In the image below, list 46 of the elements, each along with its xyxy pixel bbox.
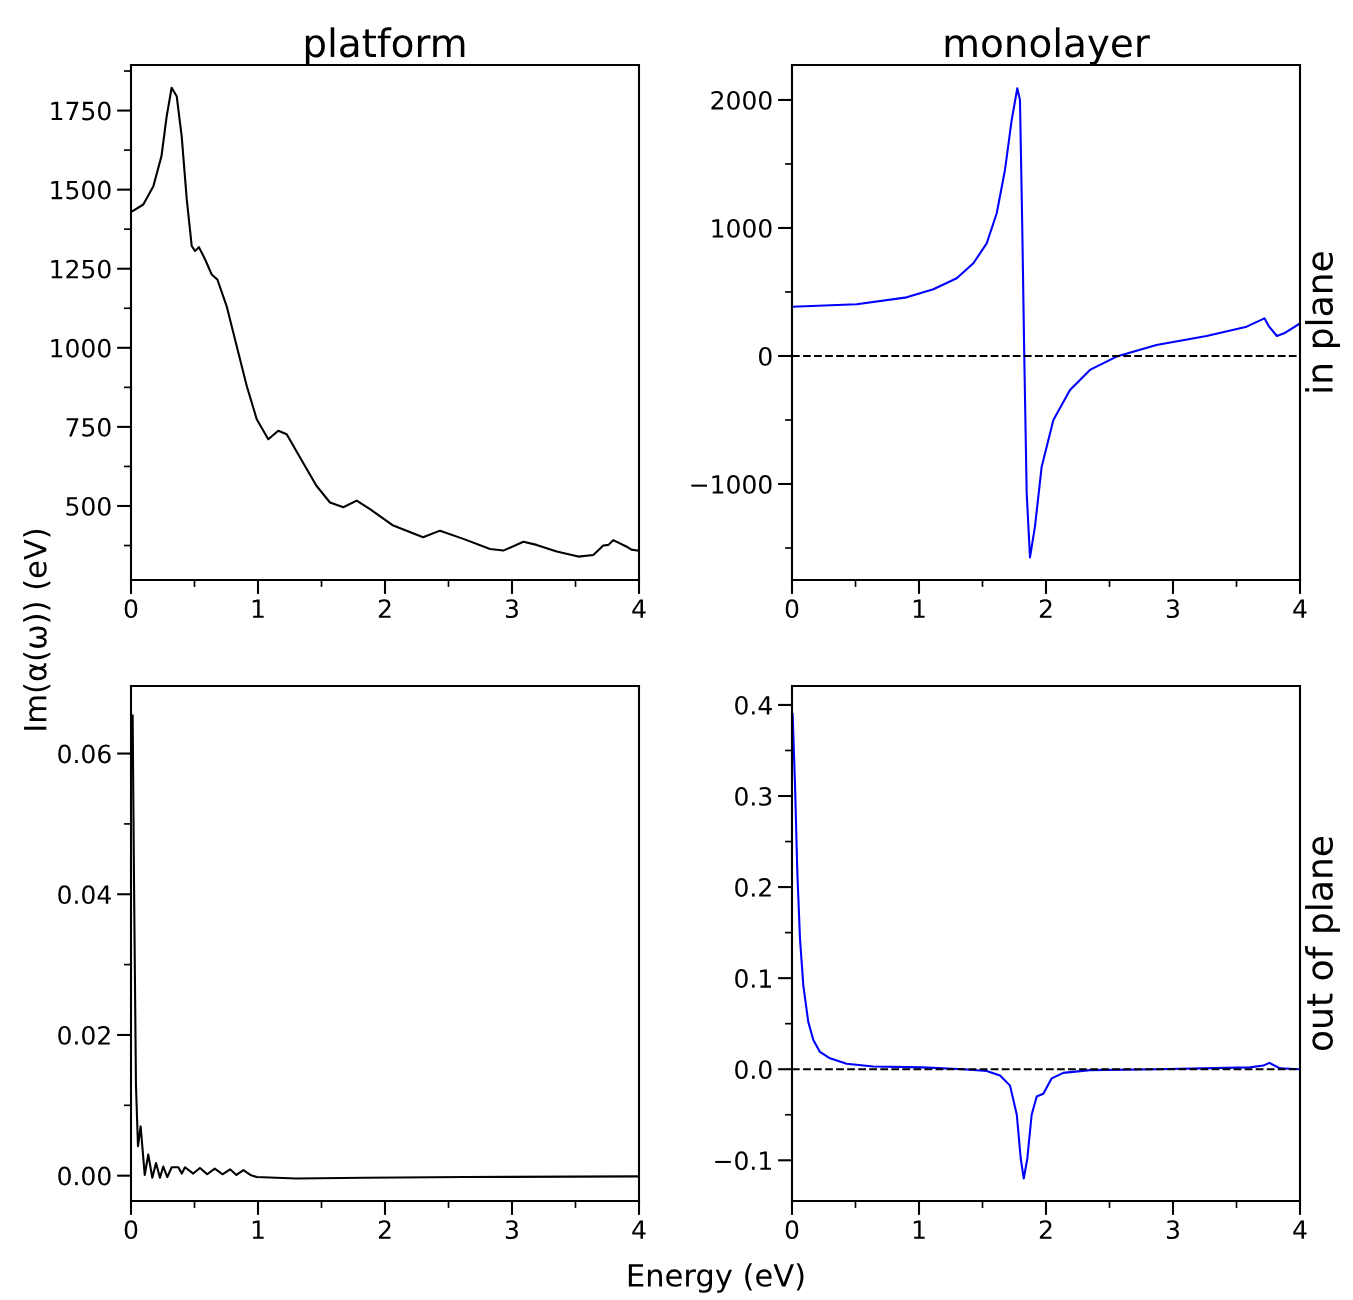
y-tick-label: 0 — [758, 346, 772, 366]
y-tick-label: 0.04 — [58, 885, 111, 905]
chart-title: platform — [305, 27, 465, 65]
x-tick-label: 4 — [1293, 599, 1307, 618]
y-tick-label: 0.00 — [58, 1166, 111, 1186]
x-tick-label: 2 — [1039, 1220, 1052, 1239]
x-tick-label: 3 — [505, 1220, 518, 1240]
y-tick-label: 0.06 — [58, 744, 111, 764]
y-tick-label: 2000 — [711, 90, 772, 110]
x-axis-title: Energy (eV) — [628, 1263, 804, 1293]
text: in plane — [1305, 252, 1341, 392]
x-tick-label: 1 — [913, 599, 925, 618]
y-tick-label: −1000 — [691, 474, 772, 494]
y-tick-label: 0.4 — [735, 695, 772, 715]
x-tick-label: 3 — [1166, 599, 1179, 619]
x-tick-label: 4 — [632, 1220, 646, 1239]
x-tick-label: 0 — [124, 1220, 138, 1240]
y-tick-label: 1000 — [51, 338, 111, 358]
x-tick-label: 4 — [632, 599, 646, 618]
x-tick-label: 4 — [1293, 1220, 1307, 1239]
y-tick-label: 0.2 — [735, 878, 771, 897]
x-tick-label: 2 — [1039, 599, 1052, 618]
y-axis-title: Im(α(ω)) (eV) — [23, 529, 51, 730]
chart-title: monolayer — [945, 27, 1150, 65]
y-tick-label: 0.02 — [58, 1025, 110, 1045]
x-tick-label: 1 — [252, 1220, 264, 1239]
x-tick-label: 0 — [785, 1220, 799, 1240]
x-tick-label: 0 — [785, 599, 799, 619]
y-tick-label: 750 — [66, 417, 111, 437]
y-tick-label: 0.0 — [735, 1060, 772, 1080]
x-tick-label: 1 — [913, 1220, 925, 1239]
x-tick-label: 1 — [252, 599, 264, 618]
x-tick-label: 0 — [124, 599, 138, 619]
x-tick-label: 2 — [378, 1220, 391, 1239]
x-tick-label: 3 — [1166, 1220, 1179, 1240]
y-tick-label: 0.3 — [735, 786, 772, 806]
y-tick-label: 1750 — [51, 101, 111, 121]
text: out of plane — [1305, 836, 1341, 1051]
y-tick-label: 1000 — [712, 218, 772, 238]
x-tick-label: 2 — [378, 599, 391, 618]
y-tick-label: −0.1 — [715, 1151, 771, 1171]
y-tick-label: 1500 — [51, 180, 111, 200]
y-tick-label: 500 — [66, 496, 111, 516]
y-tick-label: 1250 — [51, 259, 111, 279]
y-tick-label: 0.1 — [735, 969, 771, 989]
x-tick-label: 3 — [505, 599, 518, 619]
